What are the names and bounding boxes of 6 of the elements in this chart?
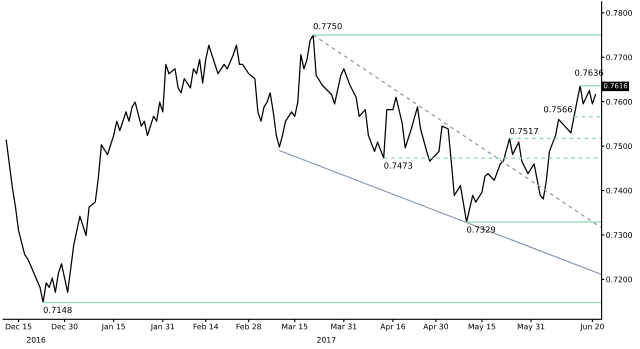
- annotation: 0.7750: [314, 22, 342, 30]
- annotation: 0.7566: [544, 106, 572, 112]
- annotation: 0.7148: [44, 306, 72, 314]
- annotation: 0.7473: [384, 162, 412, 169]
- annotation: 0.7329: [467, 226, 496, 233]
- annotation: 0.7517: [510, 128, 538, 134]
